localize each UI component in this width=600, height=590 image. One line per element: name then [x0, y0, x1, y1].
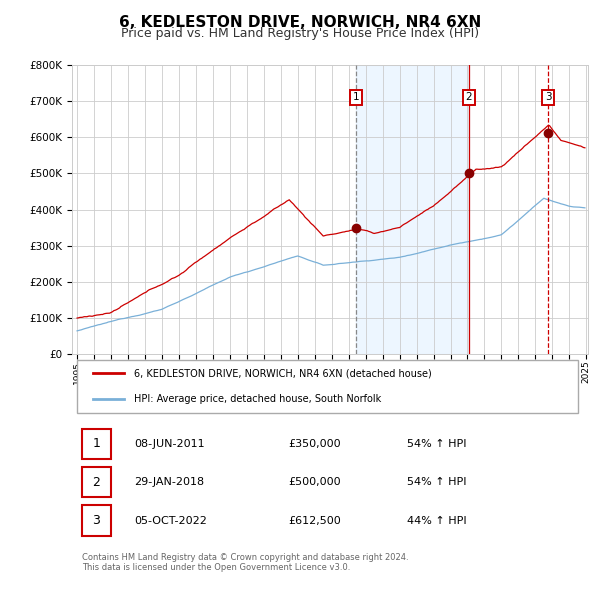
Text: HPI: Average price, detached house, South Norfolk: HPI: Average price, detached house, Sout… — [134, 394, 381, 404]
Text: 3: 3 — [92, 514, 100, 527]
Text: £500,000: £500,000 — [289, 477, 341, 487]
Bar — [356, 65, 469, 355]
Text: 2: 2 — [466, 93, 472, 103]
Text: 6, KEDLESTON DRIVE, NORWICH, NR4 6XN (detached house): 6, KEDLESTON DRIVE, NORWICH, NR4 6XN (de… — [134, 368, 431, 378]
Text: £350,000: £350,000 — [289, 439, 341, 449]
Text: £612,500: £612,500 — [289, 516, 341, 526]
Text: 1: 1 — [92, 437, 100, 450]
Text: 05-OCT-2022: 05-OCT-2022 — [134, 516, 207, 526]
FancyBboxPatch shape — [82, 467, 110, 497]
Text: 08-JUN-2011: 08-JUN-2011 — [134, 439, 205, 449]
Text: 54% ↑ HPI: 54% ↑ HPI — [407, 477, 467, 487]
Text: 29-JAN-2018: 29-JAN-2018 — [134, 477, 204, 487]
Text: Contains HM Land Registry data © Crown copyright and database right 2024.
This d: Contains HM Land Registry data © Crown c… — [82, 552, 409, 572]
Text: 44% ↑ HPI: 44% ↑ HPI — [407, 516, 467, 526]
FancyBboxPatch shape — [82, 429, 110, 459]
Text: 54% ↑ HPI: 54% ↑ HPI — [407, 439, 467, 449]
Text: 1: 1 — [353, 93, 359, 103]
Text: Price paid vs. HM Land Registry's House Price Index (HPI): Price paid vs. HM Land Registry's House … — [121, 27, 479, 40]
Text: 2: 2 — [92, 476, 100, 489]
FancyBboxPatch shape — [77, 360, 578, 412]
Text: 3: 3 — [545, 93, 551, 103]
Text: 6, KEDLESTON DRIVE, NORWICH, NR4 6XN: 6, KEDLESTON DRIVE, NORWICH, NR4 6XN — [119, 15, 481, 30]
FancyBboxPatch shape — [82, 506, 110, 536]
